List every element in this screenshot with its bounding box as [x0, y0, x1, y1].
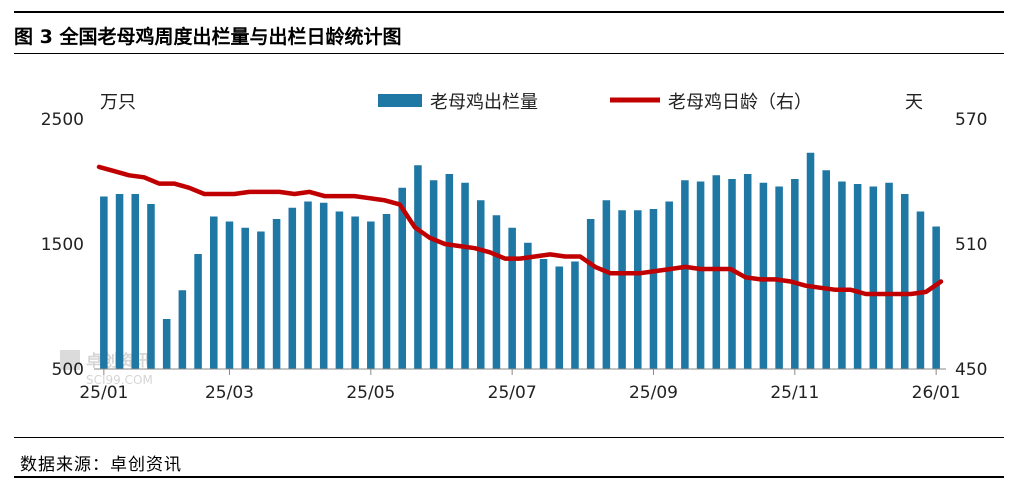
legend: 老母鸡出栏量 老母鸡日龄（右）: [378, 92, 812, 113]
bar: [712, 175, 721, 369]
bar: [681, 180, 689, 369]
x-tick-label: 25/09: [629, 383, 678, 403]
bottom-rule: [14, 476, 1004, 478]
bar: [900, 194, 909, 369]
right-tick-label: 450: [955, 360, 987, 380]
source-text: 数据来源：卓创资讯: [20, 455, 182, 475]
x-ticks-layer: 25/01 25/03 25/05 25/07 25/09 25/11 26/01: [79, 369, 961, 403]
bar: [665, 201, 673, 369]
watermark-logo-icon: [60, 350, 80, 370]
bar: [429, 180, 438, 369]
right-axis-unit: 天: [905, 92, 923, 113]
bar: [100, 196, 108, 369]
bar: [461, 182, 469, 369]
left-tick-label: 2500: [41, 110, 84, 130]
left-tick-label: 1500: [41, 235, 84, 255]
bar: [445, 174, 454, 369]
bar: [351, 216, 359, 369]
bar: [304, 201, 312, 369]
legend-label-line: 老母鸡日龄（右）: [668, 92, 812, 113]
bar: [335, 211, 344, 369]
bar: [634, 210, 642, 369]
bar: [225, 221, 234, 369]
bar: [555, 266, 564, 369]
bar: [932, 226, 940, 369]
bars-layer: [100, 152, 940, 369]
figure-title: 图 3 全国老母鸡周度出栏量与出栏日龄统计图: [14, 26, 402, 48]
bar: [916, 211, 925, 369]
bar: [508, 227, 516, 369]
bar: [759, 182, 768, 369]
footer-rule: [14, 437, 1004, 438]
bar: [194, 254, 202, 369]
bar: [210, 216, 218, 369]
bar: [398, 187, 406, 369]
line-layer: [96, 164, 944, 297]
bar: [492, 215, 501, 369]
bar: [649, 209, 658, 369]
bar: [728, 179, 736, 369]
bar: [382, 214, 391, 369]
bar: [115, 194, 124, 369]
bar: [178, 290, 187, 369]
bar: [602, 200, 611, 369]
bar: [367, 221, 375, 369]
bar: [288, 207, 297, 369]
x-tick-label: 26/01: [912, 383, 961, 403]
right-tick-label: 510: [955, 235, 987, 255]
bar: [319, 202, 328, 369]
watermark-line2: SCI99.COM: [86, 373, 153, 387]
x-tick-label: 25/11: [770, 383, 819, 403]
bar: [869, 186, 878, 369]
bar: [241, 227, 249, 369]
legend-label-bar: 老母鸡出栏量: [430, 92, 538, 113]
bar: [853, 184, 862, 369]
top-rule: [14, 11, 1004, 13]
bar: [571, 261, 579, 369]
bar: [885, 182, 893, 369]
line-series-age: [96, 164, 944, 297]
bar: [822, 170, 830, 369]
right-tick-label: 570: [955, 110, 987, 130]
bar: [618, 210, 626, 369]
bar: [476, 200, 485, 369]
bar: [257, 231, 265, 369]
bar: [806, 152, 815, 369]
bar: [743, 174, 752, 369]
legend-bar-swatch: [378, 94, 422, 107]
bar: [539, 259, 548, 369]
bar: [524, 242, 532, 369]
bar: [131, 194, 140, 369]
left-tick-label: 500: [52, 360, 84, 380]
x-tick-label: 25/03: [205, 383, 254, 403]
x-tick-label: 25/07: [488, 383, 537, 403]
x-tick-label: 25/05: [346, 383, 395, 403]
bar: [838, 181, 846, 369]
bar: [586, 219, 595, 369]
bar: [147, 204, 155, 369]
left-axis-unit: 万只: [100, 92, 136, 113]
bar: [696, 181, 705, 369]
bar: [272, 219, 281, 369]
bar: [791, 179, 799, 369]
x-tick-label: 25/01: [79, 383, 128, 403]
bar: [162, 319, 171, 369]
bar: [414, 165, 422, 369]
title-rule: [14, 53, 1004, 54]
